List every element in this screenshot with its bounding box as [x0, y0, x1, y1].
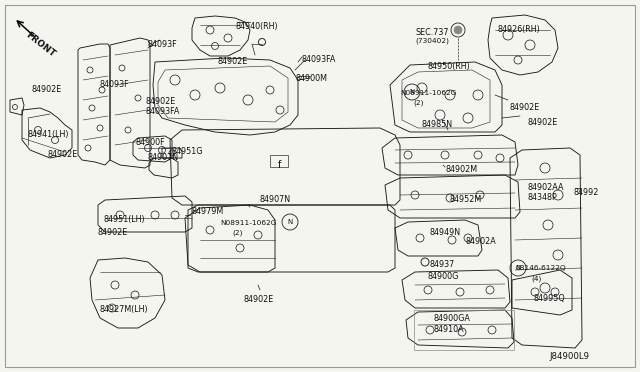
Text: 84093FA: 84093FA: [302, 55, 337, 64]
Text: 84900F: 84900F: [135, 138, 164, 147]
Text: 84992: 84992: [573, 188, 598, 197]
Text: SEC.737: SEC.737: [415, 28, 449, 37]
Text: 84902E: 84902E: [145, 97, 175, 106]
Text: J84900L9: J84900L9: [549, 352, 589, 361]
Text: N08911-1062G: N08911-1062G: [220, 220, 276, 226]
Bar: [414, 310, 514, 350]
Text: 84902E: 84902E: [47, 150, 77, 159]
Bar: [270, 155, 288, 167]
Text: 84910A: 84910A: [434, 325, 465, 334]
Text: (2): (2): [413, 100, 424, 106]
Text: 84941(LH): 84941(LH): [28, 130, 70, 139]
Text: 84995Q: 84995Q: [533, 294, 564, 303]
Text: 08146-6122Q: 08146-6122Q: [516, 265, 567, 271]
Text: 84979M: 84979M: [191, 207, 223, 216]
Text: 84907N: 84907N: [148, 153, 179, 162]
Text: 84937: 84937: [430, 260, 455, 269]
Text: 84949N: 84949N: [430, 228, 461, 237]
Text: 84900GA: 84900GA: [434, 314, 471, 323]
Text: 84952M: 84952M: [450, 195, 483, 204]
Text: (4): (4): [531, 275, 541, 282]
Text: 84900M: 84900M: [296, 74, 328, 83]
Text: 84902E: 84902E: [527, 118, 557, 127]
Text: 84902E: 84902E: [98, 228, 128, 237]
Text: 84902E: 84902E: [218, 57, 248, 66]
Text: 84902E: 84902E: [510, 103, 540, 112]
Text: (730402): (730402): [415, 38, 449, 45]
Text: 84900G: 84900G: [427, 272, 458, 281]
Text: 84951(LH): 84951(LH): [103, 215, 145, 224]
Circle shape: [454, 26, 462, 34]
Text: 84093F: 84093F: [148, 40, 178, 49]
Text: 84951G: 84951G: [172, 147, 204, 156]
Text: N08911-1062G: N08911-1062G: [400, 90, 456, 96]
Text: 84348P: 84348P: [527, 193, 557, 202]
Text: 84902AA: 84902AA: [527, 183, 563, 192]
Text: 84093F: 84093F: [100, 80, 130, 89]
Text: (2): (2): [232, 230, 243, 237]
Text: FRONT: FRONT: [24, 30, 57, 58]
Text: 84927M(LH): 84927M(LH): [100, 305, 148, 314]
Text: N: N: [409, 89, 414, 95]
Text: 84902M: 84902M: [445, 165, 477, 174]
Text: 84926(RH): 84926(RH): [498, 25, 541, 34]
Text: 84950(RH): 84950(RH): [427, 62, 470, 71]
Text: 84902E: 84902E: [32, 85, 62, 94]
Text: f: f: [278, 160, 282, 170]
Text: 84093FA: 84093FA: [145, 107, 179, 116]
Text: 84902E: 84902E: [243, 295, 273, 304]
Text: N: N: [287, 219, 292, 225]
Text: 84902A: 84902A: [466, 237, 497, 246]
Text: 84985N: 84985N: [421, 120, 452, 129]
Text: N: N: [515, 265, 520, 271]
Text: 84940(RH): 84940(RH): [235, 22, 278, 31]
Text: 84907N: 84907N: [259, 195, 290, 204]
